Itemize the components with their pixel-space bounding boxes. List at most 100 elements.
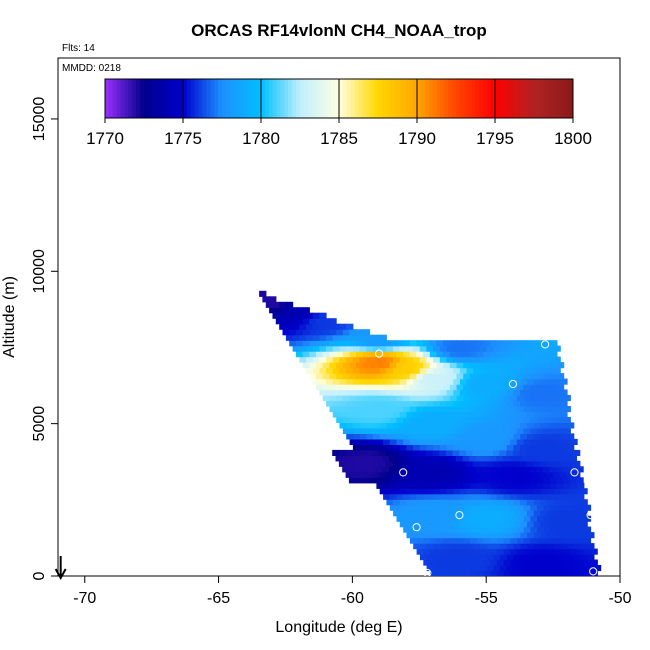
heatmap-cell	[526, 378, 535, 385]
heatmap-cell	[563, 515, 571, 522]
heatmap-cell	[466, 422, 474, 429]
heatmap-cell	[409, 351, 417, 358]
heatmap-cell	[446, 565, 454, 572]
heatmap-cell	[352, 433, 361, 440]
heatmap-cell	[393, 367, 401, 374]
heatmap-cell	[348, 455, 357, 462]
heatmap-cell	[396, 515, 404, 522]
heatmap-cell	[452, 460, 460, 467]
heatmap-cell	[466, 378, 474, 385]
heatmap-cell	[302, 351, 310, 358]
heatmap-cell	[406, 532, 414, 539]
heatmap-cell	[425, 460, 434, 467]
heatmap-cell	[379, 460, 387, 467]
heatmap-cell	[516, 351, 524, 358]
heatmap-cell	[563, 427, 571, 434]
heatmap-cell	[433, 488, 441, 495]
heatmap-cell	[359, 356, 367, 363]
heatmap-cell	[459, 449, 467, 456]
heatmap-cell	[463, 570, 471, 576]
heatmap-cell	[553, 345, 561, 352]
heatmap-cell	[409, 427, 418, 434]
heatmap-cell	[546, 356, 555, 363]
heatmap-cell	[302, 340, 310, 347]
heatmap-cell	[423, 548, 431, 555]
heatmap-cell	[326, 334, 334, 341]
heatmap-cell	[456, 548, 464, 555]
heatmap-cell	[506, 345, 514, 352]
heatmap-cell	[542, 466, 551, 473]
heatmap-cell	[336, 351, 344, 358]
heatmap-cell	[346, 400, 354, 407]
heatmap-cell	[553, 510, 561, 517]
heatmap-cell	[393, 422, 401, 429]
heatmap-cell	[482, 455, 490, 462]
heatmap-cell	[486, 499, 495, 506]
colorbar-segment	[112, 79, 118, 118]
heatmap-cell	[379, 444, 387, 451]
heatmap-cell	[452, 471, 460, 478]
heatmap-cell	[389, 455, 397, 462]
heatmap-cell	[580, 543, 588, 550]
heatmap-cell	[533, 378, 541, 385]
heatmap-cell	[520, 488, 528, 495]
heatmap-cell	[493, 488, 501, 495]
heatmap-cell	[526, 510, 535, 517]
heatmap-cell	[523, 416, 531, 423]
heatmap-cell	[339, 334, 347, 341]
heatmap-cell	[580, 532, 588, 539]
heatmap-cell	[372, 400, 381, 407]
heatmap-cell	[469, 362, 478, 369]
heatmap-cell	[460, 510, 468, 517]
heatmap-cell	[560, 521, 568, 528]
heatmap-cell	[329, 395, 337, 402]
heatmap-cell	[580, 499, 588, 506]
heatmap-cell	[570, 515, 578, 522]
heatmap-cell	[557, 482, 565, 489]
heatmap-cell	[319, 389, 327, 396]
heatmap-cell	[489, 455, 497, 462]
heatmap-cell	[566, 471, 574, 478]
heatmap-cell	[533, 499, 541, 506]
heatmap-cell	[476, 493, 484, 500]
heatmap-cell	[316, 351, 324, 358]
heatmap-cell	[309, 329, 317, 336]
heatmap-cell	[416, 504, 424, 511]
heatmap-cell	[486, 488, 495, 495]
heatmap-cell	[433, 422, 441, 429]
heatmap-cell	[547, 532, 555, 539]
heatmap-cell	[406, 433, 414, 440]
heatmap-cell	[463, 438, 471, 445]
heatmap-cell	[446, 488, 454, 495]
heatmap-cell	[386, 444, 394, 451]
heatmap-cell	[570, 526, 578, 533]
heatmap-cell	[326, 378, 334, 385]
heatmap-cell	[412, 471, 420, 478]
heatmap-cell	[466, 543, 475, 550]
heatmap-cell	[543, 351, 551, 358]
heatmap-cell	[546, 449, 554, 456]
heatmap-cell	[396, 438, 404, 445]
heatmap-cell	[500, 510, 508, 517]
heatmap-cell	[426, 400, 434, 407]
heatmap-cell	[359, 334, 367, 341]
heatmap-cell	[530, 504, 538, 511]
heatmap-cell	[516, 526, 525, 533]
heatmap-cell	[486, 532, 495, 539]
heatmap-cell	[419, 488, 428, 495]
heatmap-cell	[530, 515, 538, 522]
heatmap-cell	[550, 384, 558, 391]
colorbar-segment	[409, 79, 414, 118]
heatmap-cell	[295, 318, 304, 325]
heatmap-cell	[456, 526, 464, 533]
heatmap-cell	[550, 351, 558, 358]
heatmap-cell	[449, 427, 458, 434]
heatmap-cell	[389, 427, 397, 434]
heatmap-cell	[389, 340, 397, 347]
heatmap-cell	[329, 373, 337, 380]
heatmap-cell	[570, 570, 578, 576]
heatmap-cell	[349, 395, 357, 402]
heatmap-cell	[339, 323, 347, 330]
heatmap-cell	[513, 367, 521, 374]
heatmap-cell	[306, 345, 314, 352]
